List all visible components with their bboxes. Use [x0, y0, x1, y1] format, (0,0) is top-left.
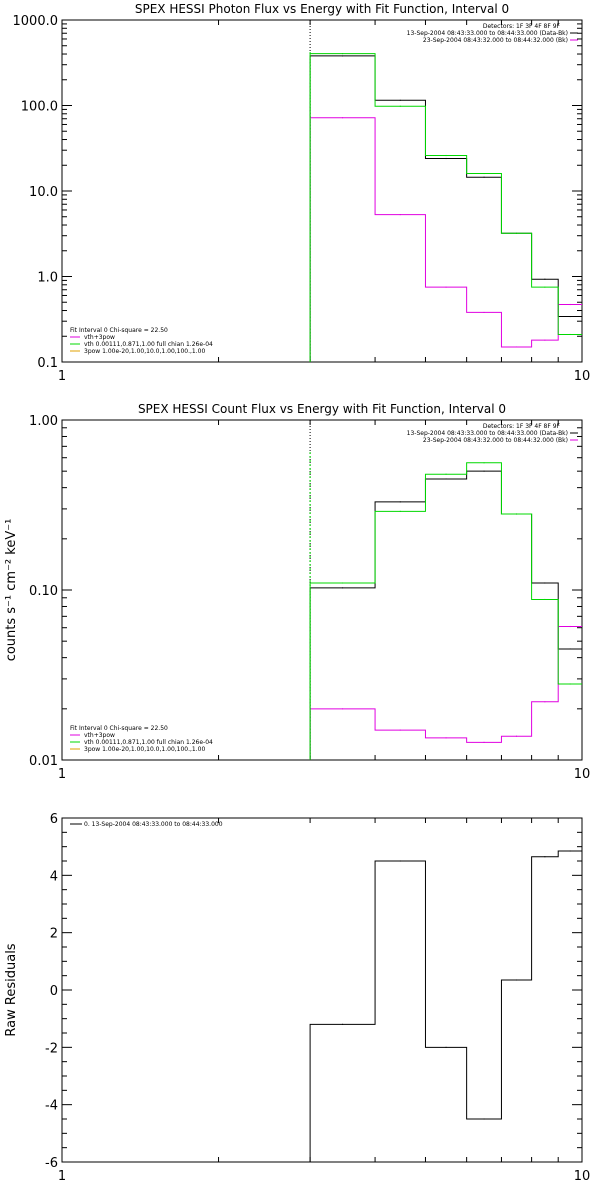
series-data-steps	[309, 850, 582, 1162]
data-point	[341, 708, 344, 710]
legend-entry: 3pow 1.00e-20,1.00,10.0,1.00,100.,1.00	[84, 746, 205, 753]
y-tick-label: 1.00	[29, 414, 58, 429]
data-point	[483, 462, 485, 464]
data-point	[483, 741, 485, 743]
y-tick-label: 0.10	[29, 584, 58, 599]
data-point	[341, 117, 344, 119]
series-bk-steps	[309, 625, 582, 760]
legend-entry: vth 0.00111,0.871,1.00 full chian 1.26e-…	[84, 341, 213, 348]
data-point	[445, 1046, 447, 1048]
data-point	[399, 105, 401, 107]
data-point	[515, 232, 518, 234]
plot-frame	[61, 19, 583, 363]
data-point	[341, 582, 344, 584]
chart-title: SPEX HESSI Count Flux vs Energy with Fit…	[138, 402, 506, 416]
series-fit-steps	[309, 462, 582, 760]
data-point	[399, 99, 401, 101]
y-tick-label: 0.1	[37, 356, 58, 371]
x-tick-label: 1	[58, 767, 66, 782]
data-point	[341, 587, 344, 589]
y-tick-label: -6	[45, 1156, 58, 1171]
legend-entry: 23-Sep-2004 08:43:32.000 to 08:44:32.000…	[423, 437, 568, 444]
y-tick-label: 4	[50, 869, 58, 884]
data-point	[341, 52, 344, 55]
y-tick-label: 10.0	[29, 185, 58, 200]
data-point	[483, 172, 485, 175]
data-point	[569, 625, 571, 628]
y-tick-label: 1.0	[37, 271, 58, 286]
data-point	[445, 286, 447, 288]
y-tick-label: -4	[45, 1099, 58, 1114]
x-tick-label: 1	[58, 1169, 66, 1184]
data-point	[569, 303, 571, 306]
data-point	[341, 55, 344, 57]
legend-entry: 13-Sep-2004 08:43:33.000 to 08:44:33.000…	[407, 30, 568, 37]
legend-entry: vth+3pow	[84, 334, 115, 341]
data-point	[544, 701, 546, 703]
legend-entry: vth+3pow	[84, 732, 115, 739]
data-point	[544, 856, 546, 858]
data-point	[483, 1118, 485, 1120]
series-fit-steps	[309, 53, 582, 362]
data-point	[341, 1023, 344, 1025]
legend-entry: 0. 13-Sep-2004 08:43:33.000 to 08:44:33.…	[84, 821, 223, 828]
chart-title: SPEX HESSI Photon Flux vs Energy with Fi…	[135, 2, 509, 16]
data-point	[399, 510, 401, 512]
legend-entry: Detectors: 1F 3F 4F 8F 9F	[483, 423, 561, 430]
data-point	[445, 473, 447, 475]
data-point	[569, 333, 571, 336]
legend-entry: 3pow 1.00e-20,1.00,10.0,1.00,100.,1.00	[84, 348, 205, 355]
legend-entry: 23-Sep-2004 08:43:32.000 to 08:44:32.000…	[423, 37, 568, 44]
data-point	[515, 735, 518, 737]
y-tick-label: -2	[45, 1041, 58, 1056]
data-point	[399, 213, 401, 216]
data-point	[483, 176, 485, 178]
data-point	[544, 286, 546, 288]
data-point	[515, 513, 518, 515]
y-tick-label: 100.0	[21, 100, 58, 115]
y-axis-label: counts s⁻¹ cm⁻² keV⁻¹	[4, 519, 19, 662]
data-point	[569, 315, 571, 318]
x-tick-label: 10	[574, 767, 591, 782]
data-point	[445, 157, 447, 160]
y-tick-label: 0.01	[29, 754, 58, 769]
data-point	[445, 478, 447, 480]
data-point	[445, 154, 447, 157]
y-tick-label: 0	[50, 984, 58, 999]
legend-entry: Fit Interval 0 Chi-square = 22.50	[70, 327, 168, 334]
data-point	[544, 582, 546, 584]
plot-frame	[61, 817, 583, 1163]
data-point	[483, 311, 485, 314]
series-data-steps	[309, 55, 582, 362]
x-tick-label: 10	[574, 1169, 591, 1184]
data-point	[515, 346, 518, 348]
y-axis-label: Raw Residuals	[4, 943, 19, 1036]
data-point	[544, 339, 546, 341]
x-tick-label: 10	[574, 369, 591, 384]
data-point	[515, 979, 518, 981]
data-point	[399, 729, 401, 731]
series-data-steps	[309, 470, 582, 760]
data-point	[445, 737, 447, 739]
data-point	[569, 850, 571, 852]
data-point	[569, 648, 571, 650]
legend-entry: 13-Sep-2004 08:43:33.000 to 08:44:33.000…	[407, 430, 568, 437]
y-tick-label: 1000.0	[13, 14, 59, 29]
data-point	[399, 860, 401, 862]
legend-entry: Fit Interval 0 Chi-square = 22.50	[70, 725, 168, 732]
series-bk-steps	[309, 117, 582, 362]
data-point	[399, 501, 401, 503]
legend-entry: vth 0.00111,0.871,1.00 full chian 1.26e-…	[84, 739, 213, 746]
data-point	[544, 278, 546, 280]
data-point	[569, 683, 571, 685]
data-point	[544, 598, 546, 601]
data-point	[483, 470, 485, 472]
x-tick-label: 1	[58, 369, 66, 384]
y-tick-label: 6	[50, 812, 58, 827]
y-tick-label: 2	[50, 927, 58, 942]
legend-entry: Detectors: 1F 3F 4F 8F 9F	[483, 23, 561, 30]
